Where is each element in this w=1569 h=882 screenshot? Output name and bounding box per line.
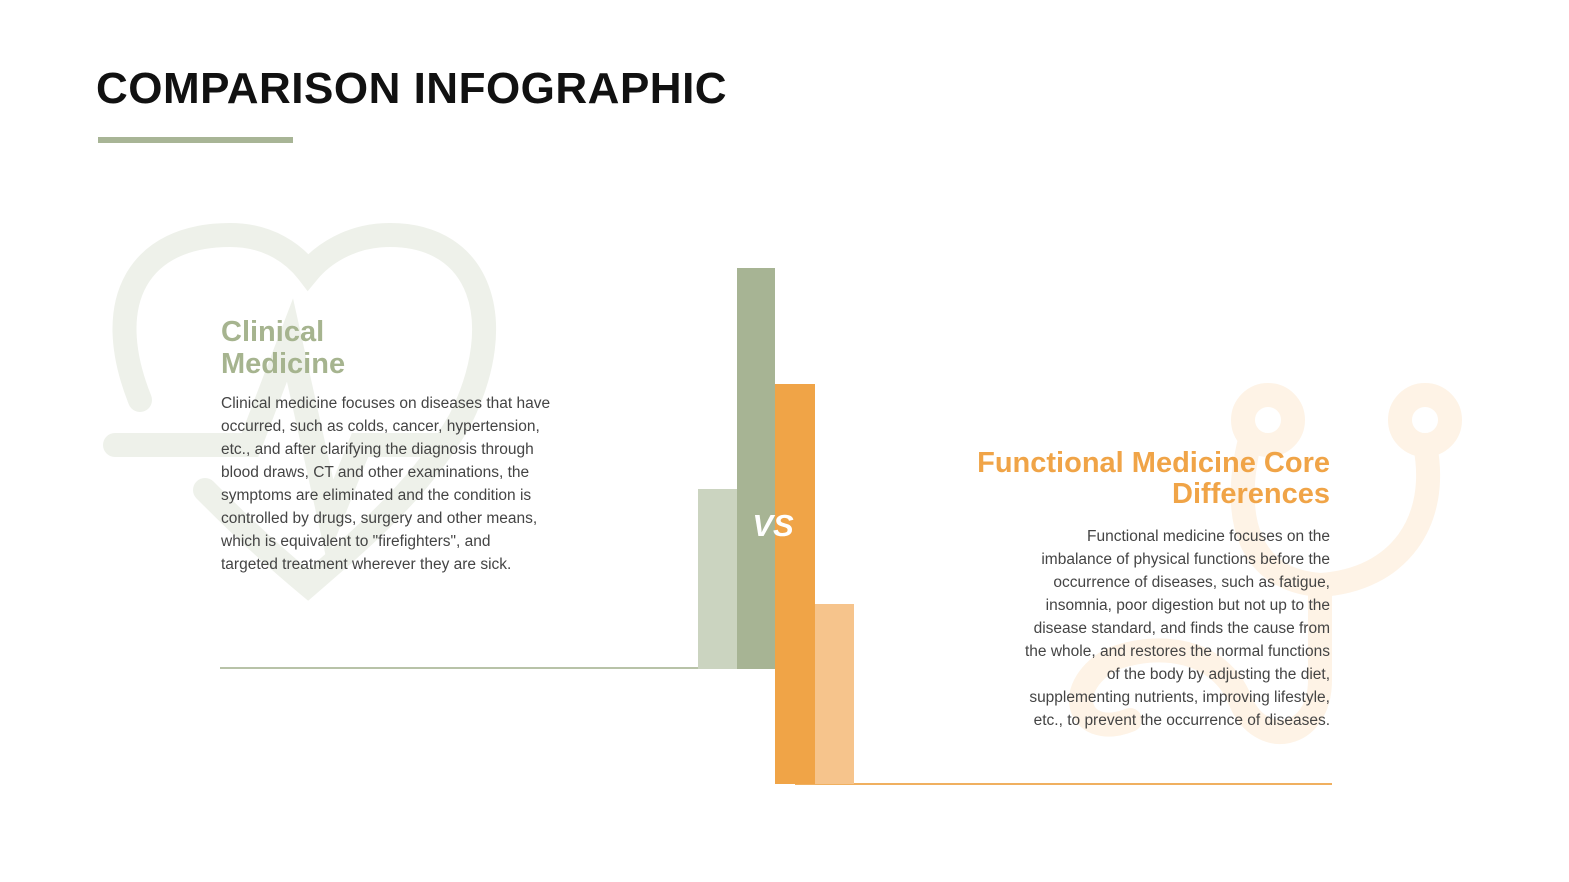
title-underline [98, 137, 293, 143]
heart-icon [103, 222, 497, 601]
left-heading: Clinical Medicine [221, 316, 346, 380]
right-heading: Functional Medicine Core Differences [977, 447, 1330, 510]
stethoscope-icon [1069, 383, 1462, 744]
bar-orange [775, 384, 815, 784]
title: COMPARISON INFOGRAPHIC [96, 64, 728, 113]
bar-light-green [698, 489, 737, 669]
bar-light-orange [815, 604, 854, 784]
left-body: Clinical medicine focuses on diseases th… [221, 395, 551, 573]
vs-label: VS [752, 508, 794, 543]
bar-green [737, 268, 775, 669]
right-body: Functional medicine focuses on the imbal… [1024, 528, 1330, 729]
